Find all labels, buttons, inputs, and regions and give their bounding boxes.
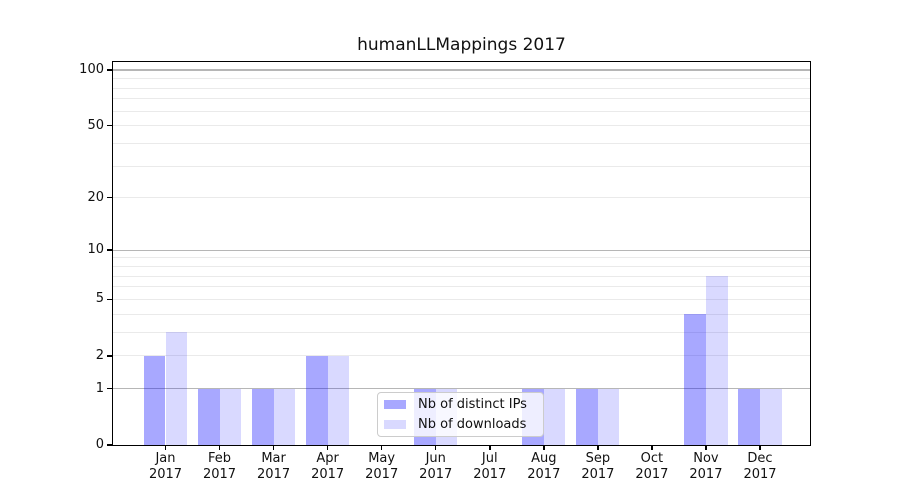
major-gridline xyxy=(113,388,810,390)
x-tick-label: Dec 2017 xyxy=(743,451,777,482)
y-tick-label: 0 xyxy=(95,437,104,452)
x-tick xyxy=(272,445,275,450)
x-tick-label: Mar 2017 xyxy=(257,451,291,482)
legend-item: Nb of downloads xyxy=(384,416,543,433)
y-tick-label: 2 xyxy=(95,347,104,363)
y-tick-label: 100 xyxy=(79,62,104,78)
major-gridline xyxy=(113,249,810,251)
bar xyxy=(306,355,328,445)
minor-gridline xyxy=(113,275,810,277)
minor-gridline xyxy=(113,298,810,300)
minor-gridline xyxy=(113,87,810,89)
x-tick xyxy=(759,445,761,450)
x-tick xyxy=(434,445,437,450)
bar xyxy=(543,388,566,445)
y-tick xyxy=(107,69,112,71)
y-tick-label: 1 xyxy=(95,380,104,396)
x-tick xyxy=(380,445,383,450)
major-gridline xyxy=(113,69,810,71)
minor-gridline xyxy=(113,197,810,199)
x-tick-label: Oct 2017 xyxy=(635,451,669,482)
x-tick xyxy=(597,445,599,450)
legend: Nb of distinct IPs Nb of downloads xyxy=(377,392,544,437)
y-tick xyxy=(107,298,112,301)
bar xyxy=(273,388,296,445)
minor-gridline xyxy=(113,331,810,333)
x-tick-label: Jan 2017 xyxy=(148,451,183,482)
minor-gridline xyxy=(113,142,810,144)
bar xyxy=(684,314,706,445)
bar xyxy=(327,355,350,445)
bar xyxy=(197,388,220,445)
x-tick-label: May 2017 xyxy=(365,451,399,482)
bar xyxy=(143,355,166,445)
x-tick-label: Nov 2017 xyxy=(689,451,723,482)
bar xyxy=(576,388,598,445)
y-tick xyxy=(107,196,112,199)
minor-gridline xyxy=(113,355,810,357)
minor-gridline xyxy=(113,98,810,100)
x-tick-label: Feb 2017 xyxy=(202,451,237,482)
minor-gridline xyxy=(113,78,810,80)
minor-gridline xyxy=(113,313,810,315)
legend-label: Nb of distinct IPs xyxy=(418,397,527,412)
y-tick-label: 5 xyxy=(95,291,104,307)
x-tick-label: Jun 2017 xyxy=(419,451,453,482)
minor-gridline xyxy=(113,165,810,167)
bar xyxy=(738,388,760,445)
y-tick xyxy=(107,355,112,357)
bar xyxy=(759,388,782,445)
bar xyxy=(705,276,728,445)
x-tick xyxy=(164,445,167,450)
minor-gridline xyxy=(113,110,810,112)
y-tick-label: 10 xyxy=(87,242,104,258)
y-tick xyxy=(107,444,112,446)
bar xyxy=(597,388,620,445)
x-tick-label: Apr 2017 xyxy=(311,451,345,482)
bar xyxy=(165,332,188,445)
y-tick xyxy=(107,387,112,390)
y-tick xyxy=(107,249,112,251)
bar xyxy=(251,388,274,445)
y-tick-label: 20 xyxy=(87,189,104,205)
x-tick xyxy=(705,445,707,450)
minor-gridline xyxy=(113,266,810,267)
x-tick-label: Sep 2017 xyxy=(581,451,615,482)
minor-gridline xyxy=(113,286,810,288)
x-tick xyxy=(489,445,491,450)
x-tick-label: Aug 2017 xyxy=(527,451,561,482)
x-tick xyxy=(326,445,329,450)
minor-gridline xyxy=(113,257,810,259)
y-tick-label: 50 xyxy=(87,117,104,133)
plot-area xyxy=(113,62,810,445)
legend-label: Nb of downloads xyxy=(418,417,527,432)
chart-title: humanLLMappings 2017 xyxy=(357,35,566,55)
legend-item: Nb of distinct IPs xyxy=(384,396,543,413)
legend-swatch-downloads xyxy=(384,420,406,429)
y-tick xyxy=(107,124,112,127)
x-tick-label: Jul 2017 xyxy=(473,451,507,482)
x-tick xyxy=(218,445,221,450)
legend-swatch-distinct-ips xyxy=(384,400,406,409)
bar xyxy=(219,388,242,445)
x-tick xyxy=(651,445,653,450)
x-tick xyxy=(543,445,545,450)
minor-gridline xyxy=(113,125,810,127)
